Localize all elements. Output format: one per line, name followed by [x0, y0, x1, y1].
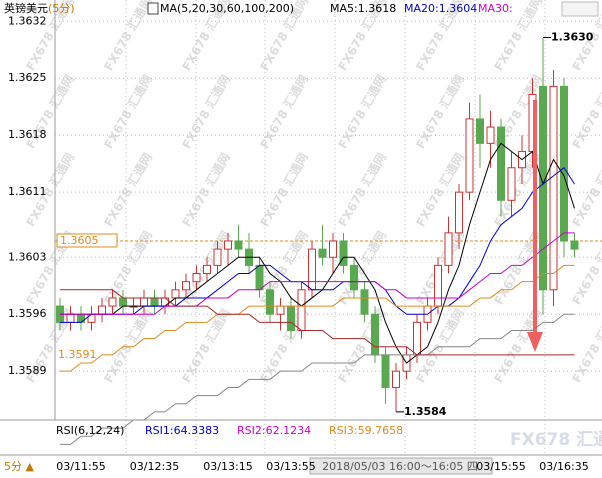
current-price-box: [56, 233, 118, 248]
x-tick-label: 03/13:55: [266, 460, 315, 473]
candle-body: [497, 126, 505, 201]
candle-body: [360, 289, 369, 315]
candle-body: [392, 370, 400, 388]
candle-body: [560, 85, 568, 242]
candle-body: [276, 305, 285, 315]
ma-line: [60, 313, 575, 445]
candle-body: [203, 264, 211, 275]
rsi-label: RSI(6,12,24): [56, 424, 124, 437]
candle-body: [297, 289, 306, 331]
candle-body: [570, 240, 579, 250]
candle-body: [381, 354, 390, 388]
rsi-value: RSI2:62.1234: [237, 424, 311, 437]
legend-ma: MA(5,20,30,60,100,200): [160, 2, 294, 15]
rsi-value: RSI1:64.3383: [145, 424, 219, 437]
tooltip: 2018/05/03 16:00～16:05 四: [322, 460, 478, 473]
candle-body: [507, 167, 516, 201]
candle-body: [539, 85, 547, 291]
side-label: 1.3591: [58, 348, 97, 361]
x-tick-label: 03/15:55: [476, 460, 525, 473]
candle-body: [192, 273, 201, 283]
candle-body: [150, 297, 159, 307]
candle-body: [119, 297, 127, 307]
y-tick-label: 1.3603: [8, 250, 47, 263]
x-tick-label: 03/13:15: [203, 460, 252, 473]
x-tick-label: 03/12:35: [130, 460, 179, 473]
candle-body: [339, 240, 348, 266]
window-buttons[interactable]: [561, 1, 599, 17]
candle-body: [413, 321, 421, 356]
candle-body: [182, 281, 190, 291]
candle-body: [171, 289, 180, 299]
x-tick-label: 03/16:35: [539, 460, 588, 473]
candle-body: [266, 289, 274, 315]
legend-title: 英镑美元: [4, 1, 48, 15]
legend-period: (5分): [48, 2, 75, 15]
tooltip-box: [309, 457, 493, 475]
candle-body: [98, 305, 106, 315]
candle-body: [66, 313, 75, 323]
ma-line: [60, 232, 575, 315]
candle-body: [434, 264, 442, 307]
high-label: 1.3630: [551, 31, 594, 44]
legend-value: MA5:1.3618: [330, 2, 396, 15]
x-tick-label: 03/11:55: [56, 460, 105, 473]
logo: FX678 汇通网: [510, 430, 602, 450]
candle-body: [476, 118, 484, 144]
candle-body: [224, 240, 232, 250]
low-label: 1.3584: [404, 405, 447, 418]
candle-body: [108, 297, 117, 307]
candle-body: [318, 248, 327, 258]
candle-body: [87, 313, 96, 323]
y-tick-label: 1.3632: [8, 14, 47, 27]
candle-body: [140, 297, 148, 307]
legend-icon: [147, 2, 159, 15]
ma-line: [60, 289, 575, 356]
candle-body: [465, 118, 474, 193]
legend-value: MA30:: [478, 2, 513, 15]
candle-body: [77, 313, 85, 323]
period-button[interactable]: 5分 ▲: [4, 460, 34, 473]
candle-body: [234, 240, 243, 250]
candle-body: [371, 313, 379, 356]
candle-body: [213, 248, 222, 266]
y-tick-label: 1.3596: [8, 307, 47, 320]
candle-body: [486, 126, 495, 144]
candle-body: [287, 305, 295, 331]
arrow-head: [527, 332, 543, 352]
legend-value: MA20:1.3604: [404, 2, 477, 15]
y-tick-label: 1.3625: [8, 71, 47, 84]
ma-line: [60, 167, 575, 323]
y-tick-label: 1.3589: [8, 364, 47, 377]
y-tick-label: 1.3618: [8, 128, 47, 141]
current-price-label: 1.3605: [60, 234, 99, 247]
candle-body: [329, 240, 337, 258]
candle-body: [455, 191, 463, 234]
candle-body: [161, 297, 169, 307]
candle-body: [549, 85, 558, 291]
candle-body: [350, 264, 358, 291]
rsi-value: RSI3:59.7658: [329, 424, 403, 437]
ma-line: [60, 264, 575, 372]
candle-body: [308, 248, 316, 291]
candle-body: [444, 232, 453, 266]
candle-body: [255, 264, 264, 291]
y-tick-label: 1.3611: [8, 185, 47, 198]
